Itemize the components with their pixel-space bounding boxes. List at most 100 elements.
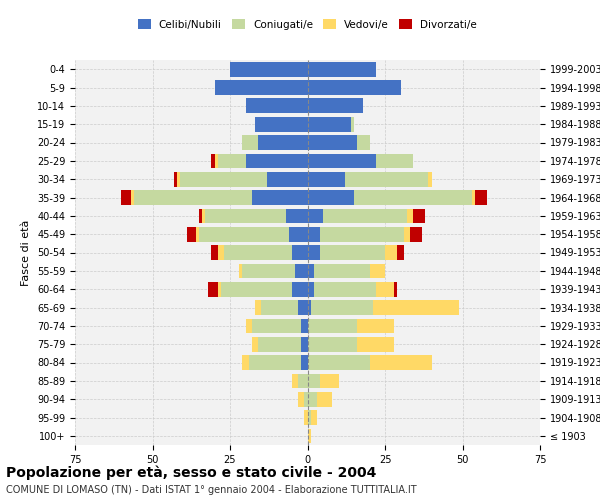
Bar (311, 300, 373, 315)
Bar (308, 117, 351, 132)
Bar (308, 154, 376, 168)
Bar (245, 318, 252, 333)
Bar (298, 300, 308, 315)
Bar (286, 208, 308, 223)
Bar (304, 410, 308, 425)
Bar (298, 374, 308, 388)
Bar (258, 337, 301, 351)
Bar (242, 355, 248, 370)
Bar (410, 227, 422, 242)
Bar (221, 282, 292, 296)
Bar (292, 282, 308, 296)
Bar (289, 227, 308, 242)
Bar (428, 172, 431, 186)
Bar (407, 208, 413, 223)
Bar (308, 318, 357, 333)
Bar (308, 428, 311, 443)
Bar (308, 300, 311, 315)
Bar (301, 355, 308, 370)
Bar (211, 154, 215, 168)
Text: Popolazione per età, sesso e stato civile - 2004: Popolazione per età, sesso e stato civil… (6, 465, 376, 479)
Bar (308, 392, 317, 406)
Bar (357, 318, 394, 333)
Bar (413, 208, 425, 223)
Bar (261, 300, 298, 315)
Bar (245, 154, 308, 168)
Bar (314, 282, 376, 296)
Bar (196, 227, 199, 242)
Bar (311, 410, 317, 425)
Bar (314, 264, 370, 278)
Bar (308, 80, 401, 95)
Bar (205, 208, 286, 223)
Bar (308, 374, 320, 388)
Bar (218, 154, 245, 168)
Bar (304, 392, 308, 406)
Bar (208, 282, 218, 296)
Bar (202, 208, 205, 223)
Bar (301, 318, 308, 333)
Bar (397, 245, 404, 260)
Bar (292, 374, 298, 388)
Bar (308, 172, 344, 186)
Bar (255, 300, 261, 315)
Bar (308, 98, 364, 113)
Bar (344, 172, 428, 186)
Bar (308, 264, 314, 278)
Bar (308, 337, 357, 351)
Bar (308, 410, 311, 425)
Bar (320, 227, 404, 242)
Bar (308, 208, 323, 223)
Bar (121, 190, 131, 205)
Text: COMUNE DI LOMASO (TN) - Dati ISTAT 1° gennaio 2004 - Elaborazione TUTTITALIA.IT: COMUNE DI LOMASO (TN) - Dati ISTAT 1° ge… (6, 485, 416, 495)
Bar (224, 245, 292, 260)
Bar (199, 208, 202, 223)
Bar (218, 245, 224, 260)
Bar (245, 98, 308, 113)
Bar (181, 172, 267, 186)
Bar (376, 282, 394, 296)
Bar (472, 190, 475, 205)
Bar (239, 264, 242, 278)
Bar (134, 190, 252, 205)
Bar (199, 227, 289, 242)
Bar (308, 355, 370, 370)
Bar (308, 62, 376, 76)
Bar (370, 264, 385, 278)
Bar (295, 264, 308, 278)
Bar (301, 337, 308, 351)
Bar (258, 135, 308, 150)
Bar (357, 135, 370, 150)
Bar (178, 172, 181, 186)
Bar (351, 117, 354, 132)
Bar (267, 172, 308, 186)
Bar (230, 62, 308, 76)
Bar (308, 135, 357, 150)
Bar (308, 190, 354, 205)
Bar (211, 245, 218, 260)
Bar (475, 190, 487, 205)
Bar (252, 318, 301, 333)
Legend: Celibi/Nubili, Coniugati/e, Vedovi/e, Divorzati/e: Celibi/Nubili, Coniugati/e, Vedovi/e, Di… (134, 15, 481, 34)
Bar (320, 245, 385, 260)
Bar (218, 282, 221, 296)
Bar (385, 245, 397, 260)
Bar (308, 245, 320, 260)
Bar (252, 337, 258, 351)
Bar (215, 80, 308, 95)
Bar (255, 117, 308, 132)
Bar (394, 282, 397, 296)
Bar (215, 154, 218, 168)
Bar (370, 355, 431, 370)
Bar (308, 282, 314, 296)
Bar (298, 392, 304, 406)
Bar (320, 374, 338, 388)
Bar (292, 245, 308, 260)
Bar (373, 300, 460, 315)
Bar (354, 190, 472, 205)
Bar (187, 227, 196, 242)
Bar (323, 208, 407, 223)
Bar (174, 172, 178, 186)
Bar (357, 337, 394, 351)
Bar (242, 264, 295, 278)
